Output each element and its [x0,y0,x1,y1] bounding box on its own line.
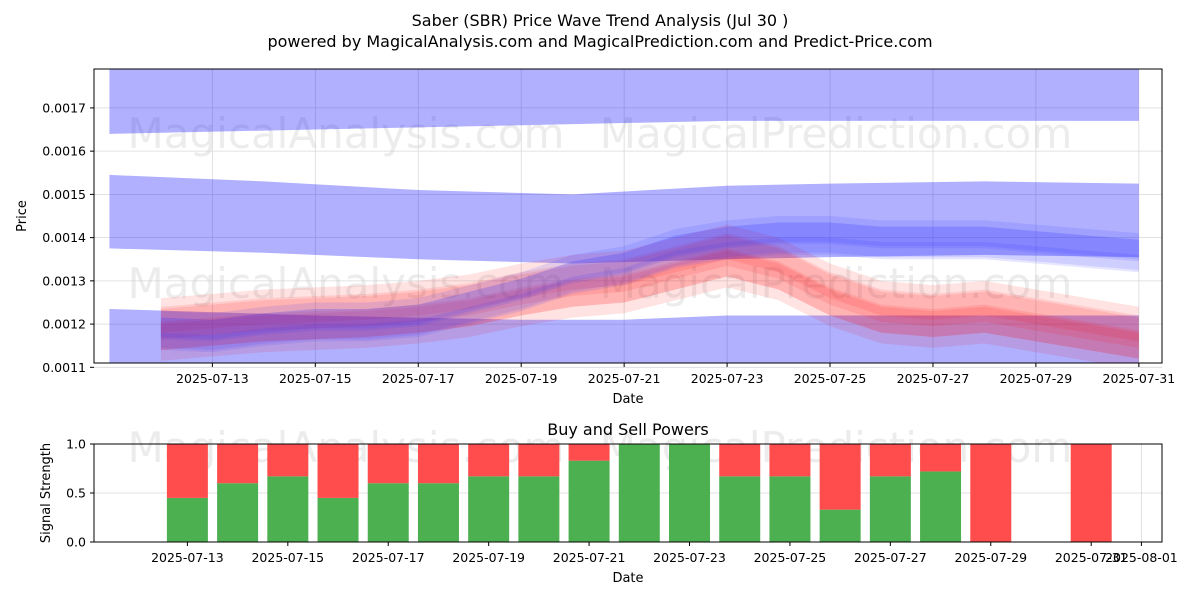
sell-bar [568,444,610,461]
x-tick-label: 2025-07-27 [897,371,970,386]
watermark-text: MagicalPrediction.com [600,109,1073,158]
sell-bar [166,444,208,498]
buy-bar [166,497,208,542]
y-tick-label: 0.0015 [42,187,86,202]
buy-bar [719,476,761,542]
watermark-text: MagicalAnalysis.com [128,259,565,308]
sell-bar [367,444,409,484]
bar-x-tick-label: 2025-07-25 [754,550,827,565]
y-tick-label: 0.0011 [42,360,86,375]
chart-title: Saber (SBR) Price Wave Trend Analysis (J… [412,11,789,30]
chart-subtitle: powered by MagicalAnalysis.com and Magic… [267,32,932,51]
bar-x-tick-label: 2025-08-01 [1105,550,1178,565]
bar-chart-title: Buy and Sell Powers [547,420,709,439]
buy-bar [518,476,560,542]
price-band-2 [109,174,1139,264]
buy-bar [417,483,459,542]
bar-x-tick-label: 2025-07-17 [352,550,425,565]
bar-y-tick-label: 0.0 [66,535,86,550]
buy-bar [468,476,510,542]
sell-bar [417,444,459,484]
bar-x-tick-label: 2025-07-29 [954,550,1027,565]
blue-wave-layer [160,222,1139,351]
bar-y-tick-label: 1.0 [66,437,86,452]
bar-y-tick-label: 0.5 [66,486,86,501]
red-wave-layer [160,235,1139,348]
x-tick-label: 2025-07-15 [279,371,352,386]
buy-bar [769,476,811,542]
sell-bar [719,444,761,477]
buy-bar [267,476,309,542]
x-axis-label: Date [612,392,643,407]
buy-bar [819,509,861,542]
watermark-text: MagicalPrediction.com [600,259,1073,308]
x-tick-label: 2025-07-31 [1103,371,1176,386]
y-tick-label: 0.0016 [42,144,86,159]
buy-bar [367,483,409,542]
y-tick-label: 0.0014 [42,230,86,245]
y-axis-label: Price [15,200,30,232]
bar-y-axis-label: Signal Strength [39,443,54,543]
sell-bar [769,444,811,477]
x-tick-label: 2025-07-23 [691,371,764,386]
bar-x-tick-label: 2025-07-23 [653,550,726,565]
buy-bar [317,497,359,542]
main-plot-area [109,69,1139,363]
x-tick-label: 2025-07-17 [382,371,455,386]
blue-wave-layer [160,216,1139,340]
bar-x-tick-label: 2025-07-13 [151,550,224,565]
buy-bar [618,444,660,542]
price-band-1 [109,69,1139,134]
x-tick-label: 2025-07-29 [1000,371,1073,386]
bar-x-tick-label: 2025-07-15 [251,550,324,565]
bar-x-tick-label: 2025-07-21 [553,550,626,565]
sell-bar [317,444,359,498]
bar-x-tick-label: 2025-07-31 [1055,550,1128,565]
sell-bar [468,444,510,477]
y-tick-label: 0.0013 [42,273,86,288]
x-tick-label: 2025-07-25 [794,371,867,386]
blue-wave-layer [160,222,1139,342]
x-tick-label: 2025-07-13 [176,371,249,386]
red-wave-layer [160,233,1139,359]
y-tick-label: 0.0012 [42,317,86,332]
buy-bar [217,483,259,542]
buy-bar [920,471,962,542]
bar-x-tick-label: 2025-07-19 [452,550,525,565]
sell-bar [267,444,309,477]
sell-bar [1070,444,1112,542]
y-tick-label: 0.0017 [42,100,86,115]
sell-bar [217,444,259,484]
blue-wave-layer [160,237,1139,353]
price-band-3 [109,308,1139,363]
x-tick-label: 2025-07-21 [588,371,661,386]
red-wave-layer [160,250,1139,359]
red-wave-layer [160,224,1139,342]
buy-bar [568,460,610,542]
main-axes-frame [93,68,1163,364]
x-tick-label: 2025-07-19 [485,371,558,386]
sell-bar [970,444,1012,542]
sell-bar [518,444,560,477]
buy-bar [869,476,911,542]
bar-x-axis-label: Date [612,571,643,586]
buy-sell-power-chart: MagicalAnalysis.comMagicalPrediction.com… [39,420,1178,586]
price-wave-chart: MagicalAnalysis.com MagicalPrediction.com… [15,68,1176,407]
buy-bar [669,444,711,542]
sell-bar [869,444,911,477]
bar-x-tick-label: 2025-07-27 [854,550,927,565]
sell-bar [920,444,962,472]
red-wave-layer [160,248,1139,363]
sell-bar [819,444,861,510]
watermark-text: MagicalAnalysis.com [128,109,565,158]
